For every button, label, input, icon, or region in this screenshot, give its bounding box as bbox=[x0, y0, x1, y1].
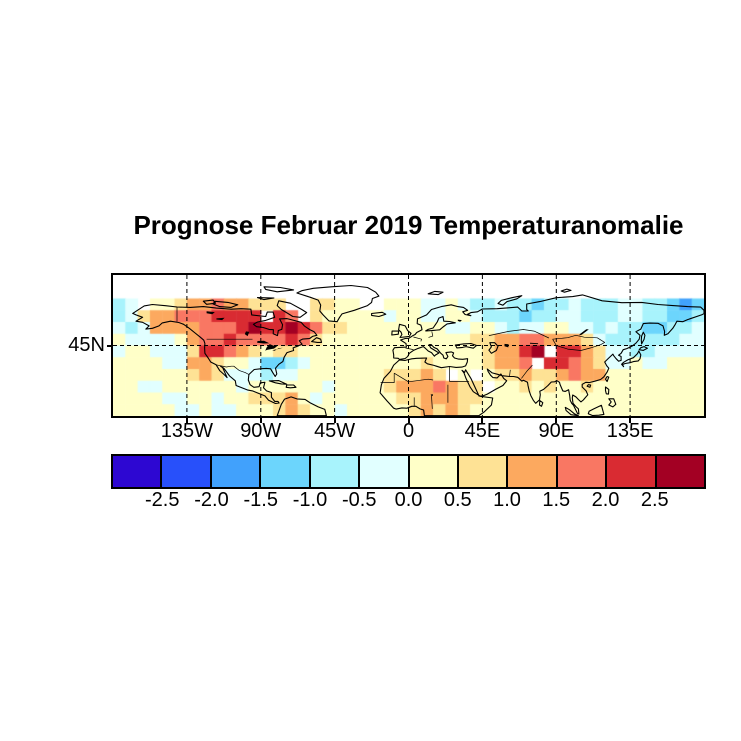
colorbar bbox=[111, 454, 706, 489]
colorbar-cell-11 bbox=[656, 456, 705, 487]
border-spain-france bbox=[405, 347, 414, 350]
colorbar-tick-label-2.0: 2.0 bbox=[591, 489, 620, 511]
island-mindanao bbox=[608, 398, 617, 408]
colorbar-tick-label-0.0: 0.0 bbox=[394, 489, 423, 511]
colorbar-tick-label--1.0: -1.0 bbox=[292, 489, 328, 511]
map-overlay-svg bbox=[113, 275, 704, 416]
x-tick-label-90E: 90E bbox=[538, 420, 575, 442]
island-hispaniola bbox=[285, 384, 297, 389]
border-w-sahara bbox=[380, 373, 395, 383]
island-banks bbox=[202, 299, 217, 305]
island-cuba bbox=[268, 380, 288, 385]
lake-winnipeg bbox=[244, 331, 250, 337]
colorbar-cell-9 bbox=[557, 456, 608, 487]
island-ellesmere bbox=[263, 286, 295, 293]
lake-superior bbox=[257, 340, 270, 344]
island-sri-lanka bbox=[538, 400, 544, 407]
island-sumatra bbox=[564, 406, 579, 416]
island-ireland bbox=[391, 330, 400, 336]
colorbar-cell-7 bbox=[458, 456, 509, 487]
y-tick-mark bbox=[107, 345, 111, 347]
lake-great-slave bbox=[216, 317, 225, 321]
island-hainan bbox=[586, 384, 592, 388]
border-mongolia bbox=[552, 334, 606, 351]
island-luzon bbox=[604, 386, 610, 395]
x-tick-label-0: 0 bbox=[402, 420, 415, 442]
colorbar-cell-3 bbox=[261, 456, 311, 487]
coastline-eurasia-africa bbox=[379, 294, 704, 416]
island-great-britain bbox=[398, 323, 412, 339]
colorbar-tick-label--2.5: -2.5 bbox=[145, 489, 180, 511]
island-victoria bbox=[212, 300, 239, 308]
coastline-north-america bbox=[132, 303, 318, 405]
colorbar-cell-10 bbox=[607, 456, 657, 487]
colorbar-tick-label-1.0: 1.0 bbox=[493, 489, 521, 511]
border-india-pakistan bbox=[521, 364, 533, 379]
x-tick-label-135W: 135W bbox=[160, 420, 213, 442]
lake-ladoga bbox=[457, 319, 462, 322]
island-severnaya-zemlya bbox=[560, 288, 572, 293]
coastline-south-america-north bbox=[276, 396, 327, 416]
island-baltic-sea bbox=[425, 315, 456, 332]
border-nigeria-cameroon bbox=[431, 395, 433, 409]
colorbar-cell-6 bbox=[409, 456, 459, 487]
colorbar-cell-5 bbox=[360, 456, 410, 487]
colorbar-tick-label-2.5: 2.5 bbox=[640, 489, 669, 511]
x-tick-mark-45E bbox=[481, 418, 484, 423]
lake-great-bear bbox=[206, 311, 215, 315]
colorbar-cell-8 bbox=[508, 456, 558, 487]
island-baffin bbox=[276, 300, 308, 318]
x-tick-label-90W: 90W bbox=[240, 420, 282, 442]
x-tick-label-45E: 45E bbox=[464, 420, 501, 442]
map-panel bbox=[111, 273, 706, 418]
x-tick-label-135E: 135E bbox=[606, 420, 654, 442]
island-newfoundland bbox=[311, 337, 323, 343]
island-novaya-zemlya bbox=[497, 295, 523, 306]
island-iceland bbox=[371, 311, 387, 318]
island-taiwan bbox=[604, 375, 610, 383]
island-devon bbox=[256, 297, 275, 301]
colorbar-cell-0 bbox=[113, 456, 163, 487]
colorbar-tick-label--0.5: -0.5 bbox=[342, 489, 377, 511]
island-black-sea bbox=[454, 342, 478, 349]
border-algeria-south bbox=[394, 372, 434, 383]
lake-balkhash bbox=[530, 342, 539, 345]
island-caspian-sea bbox=[488, 342, 499, 354]
chart-title: Prognose Februar 2019 Temperaturanomalie bbox=[133, 210, 684, 240]
island-hokkaido bbox=[638, 346, 648, 351]
island-svalbard bbox=[427, 290, 444, 296]
coastline-greenland bbox=[296, 284, 380, 323]
colorbar-tick-label-0.5: 0.5 bbox=[443, 489, 472, 511]
y-tick-label-45N: 45N bbox=[68, 334, 105, 356]
border-us-mexico bbox=[216, 364, 250, 375]
island-sakhalin bbox=[640, 331, 646, 345]
border-germany-poland bbox=[428, 331, 434, 338]
lake-erie-ontario bbox=[272, 347, 283, 351]
colorbar-tick-label-1.5: 1.5 bbox=[542, 489, 571, 511]
colorbar-tick-label--1.5: -1.5 bbox=[243, 489, 278, 511]
x-tick-mark-45W bbox=[333, 418, 336, 423]
x-tick-label-45W: 45W bbox=[314, 420, 356, 442]
colorbar-cell-4 bbox=[310, 456, 361, 487]
x-tick-mark-135E bbox=[629, 418, 632, 423]
border-russia-kazakhstan bbox=[488, 329, 550, 339]
island-honshu-kyushu bbox=[621, 350, 642, 368]
x-tick-mark-135W bbox=[185, 418, 188, 423]
border-france-germany bbox=[413, 336, 422, 342]
border-iran-pakistan bbox=[509, 369, 511, 377]
colorbar-tick-label--2.0: -2.0 bbox=[194, 489, 229, 511]
colorbar-cell-2 bbox=[211, 456, 262, 487]
x-tick-mark-90E bbox=[555, 418, 558, 423]
lake-chad bbox=[430, 394, 434, 396]
island-borneo bbox=[587, 404, 605, 416]
colorbar-cell-1 bbox=[162, 456, 212, 487]
lake-baikal bbox=[578, 329, 589, 336]
x-tick-mark-90W bbox=[259, 418, 262, 423]
x-tick-mark-0 bbox=[407, 418, 410, 423]
